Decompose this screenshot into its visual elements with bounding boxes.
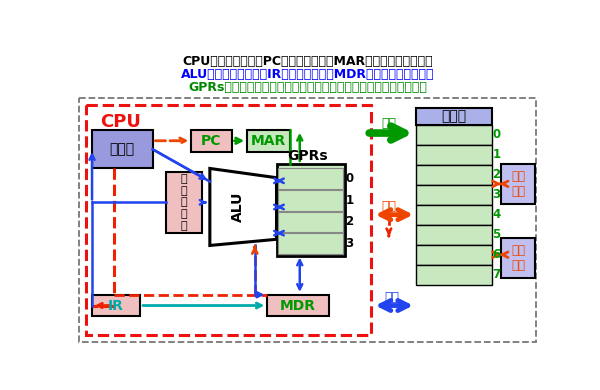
Bar <box>416 165 492 184</box>
Text: MAR: MAR <box>251 134 286 148</box>
Text: IR: IR <box>108 298 124 312</box>
Text: 3: 3 <box>345 237 353 250</box>
Text: 5: 5 <box>493 228 501 241</box>
Text: CPU: CPU <box>100 113 140 131</box>
Bar <box>278 212 343 232</box>
Bar <box>416 245 492 265</box>
Bar <box>79 98 536 342</box>
Text: MDR: MDR <box>280 298 316 312</box>
Text: 0: 0 <box>493 128 500 141</box>
Bar <box>191 130 232 152</box>
Text: 控制: 控制 <box>382 200 397 213</box>
Bar <box>278 233 343 254</box>
Bar <box>277 164 344 256</box>
Bar <box>278 190 343 211</box>
Bar <box>416 225 492 245</box>
Text: 7: 7 <box>493 268 500 281</box>
Bar <box>247 130 290 152</box>
Text: 6: 6 <box>493 248 501 261</box>
Bar <box>416 124 492 145</box>
Bar <box>416 108 492 124</box>
Text: 0: 0 <box>345 172 353 185</box>
Text: ALU：算术逻辑部件；IR：指令寄存器；MDR：存储器数据寄存器: ALU：算术逻辑部件；IR：指令寄存器；MDR：存储器数据寄存器 <box>181 68 434 82</box>
Polygon shape <box>210 168 277 245</box>
Text: GPRs：通用寄存器组（由若干通用寄存器组成，早期就是累加器）: GPRs：通用寄存器组（由若干通用寄存器组成，早期就是累加器） <box>188 82 427 94</box>
Text: 1: 1 <box>493 148 500 161</box>
Text: 地址: 地址 <box>382 117 397 130</box>
Text: 控制器: 控制器 <box>110 142 135 156</box>
Bar <box>416 145 492 165</box>
Text: 2: 2 <box>345 215 353 228</box>
Text: 1: 1 <box>345 193 353 207</box>
Text: GPRs: GPRs <box>287 149 328 163</box>
Bar <box>92 295 140 316</box>
Bar <box>278 168 343 189</box>
Bar <box>86 105 371 335</box>
Bar <box>416 265 492 285</box>
Bar <box>267 295 329 316</box>
Text: PC: PC <box>201 134 221 148</box>
Text: 2: 2 <box>493 168 500 181</box>
Bar <box>501 164 535 204</box>
Text: 4: 4 <box>493 208 501 221</box>
Text: 3: 3 <box>493 188 500 201</box>
Text: CPU：中央处理器；PC：程序计数器；MAR：存储器地址寄存器: CPU：中央处理器；PC：程序计数器；MAR：存储器地址寄存器 <box>182 55 433 68</box>
Bar <box>166 172 202 233</box>
Bar <box>416 184 492 205</box>
Bar <box>416 205 492 225</box>
Text: 存储器: 存储器 <box>442 109 467 123</box>
Text: ALU: ALU <box>231 192 245 222</box>
Text: 标
志
寄
存
器: 标 志 寄 存 器 <box>181 174 188 230</box>
Text: 数据: 数据 <box>385 291 400 303</box>
Bar <box>501 238 535 278</box>
Text: 输入
设备: 输入 设备 <box>511 170 526 198</box>
Bar <box>92 130 152 168</box>
Text: 输出
设备: 输出 设备 <box>511 244 526 272</box>
